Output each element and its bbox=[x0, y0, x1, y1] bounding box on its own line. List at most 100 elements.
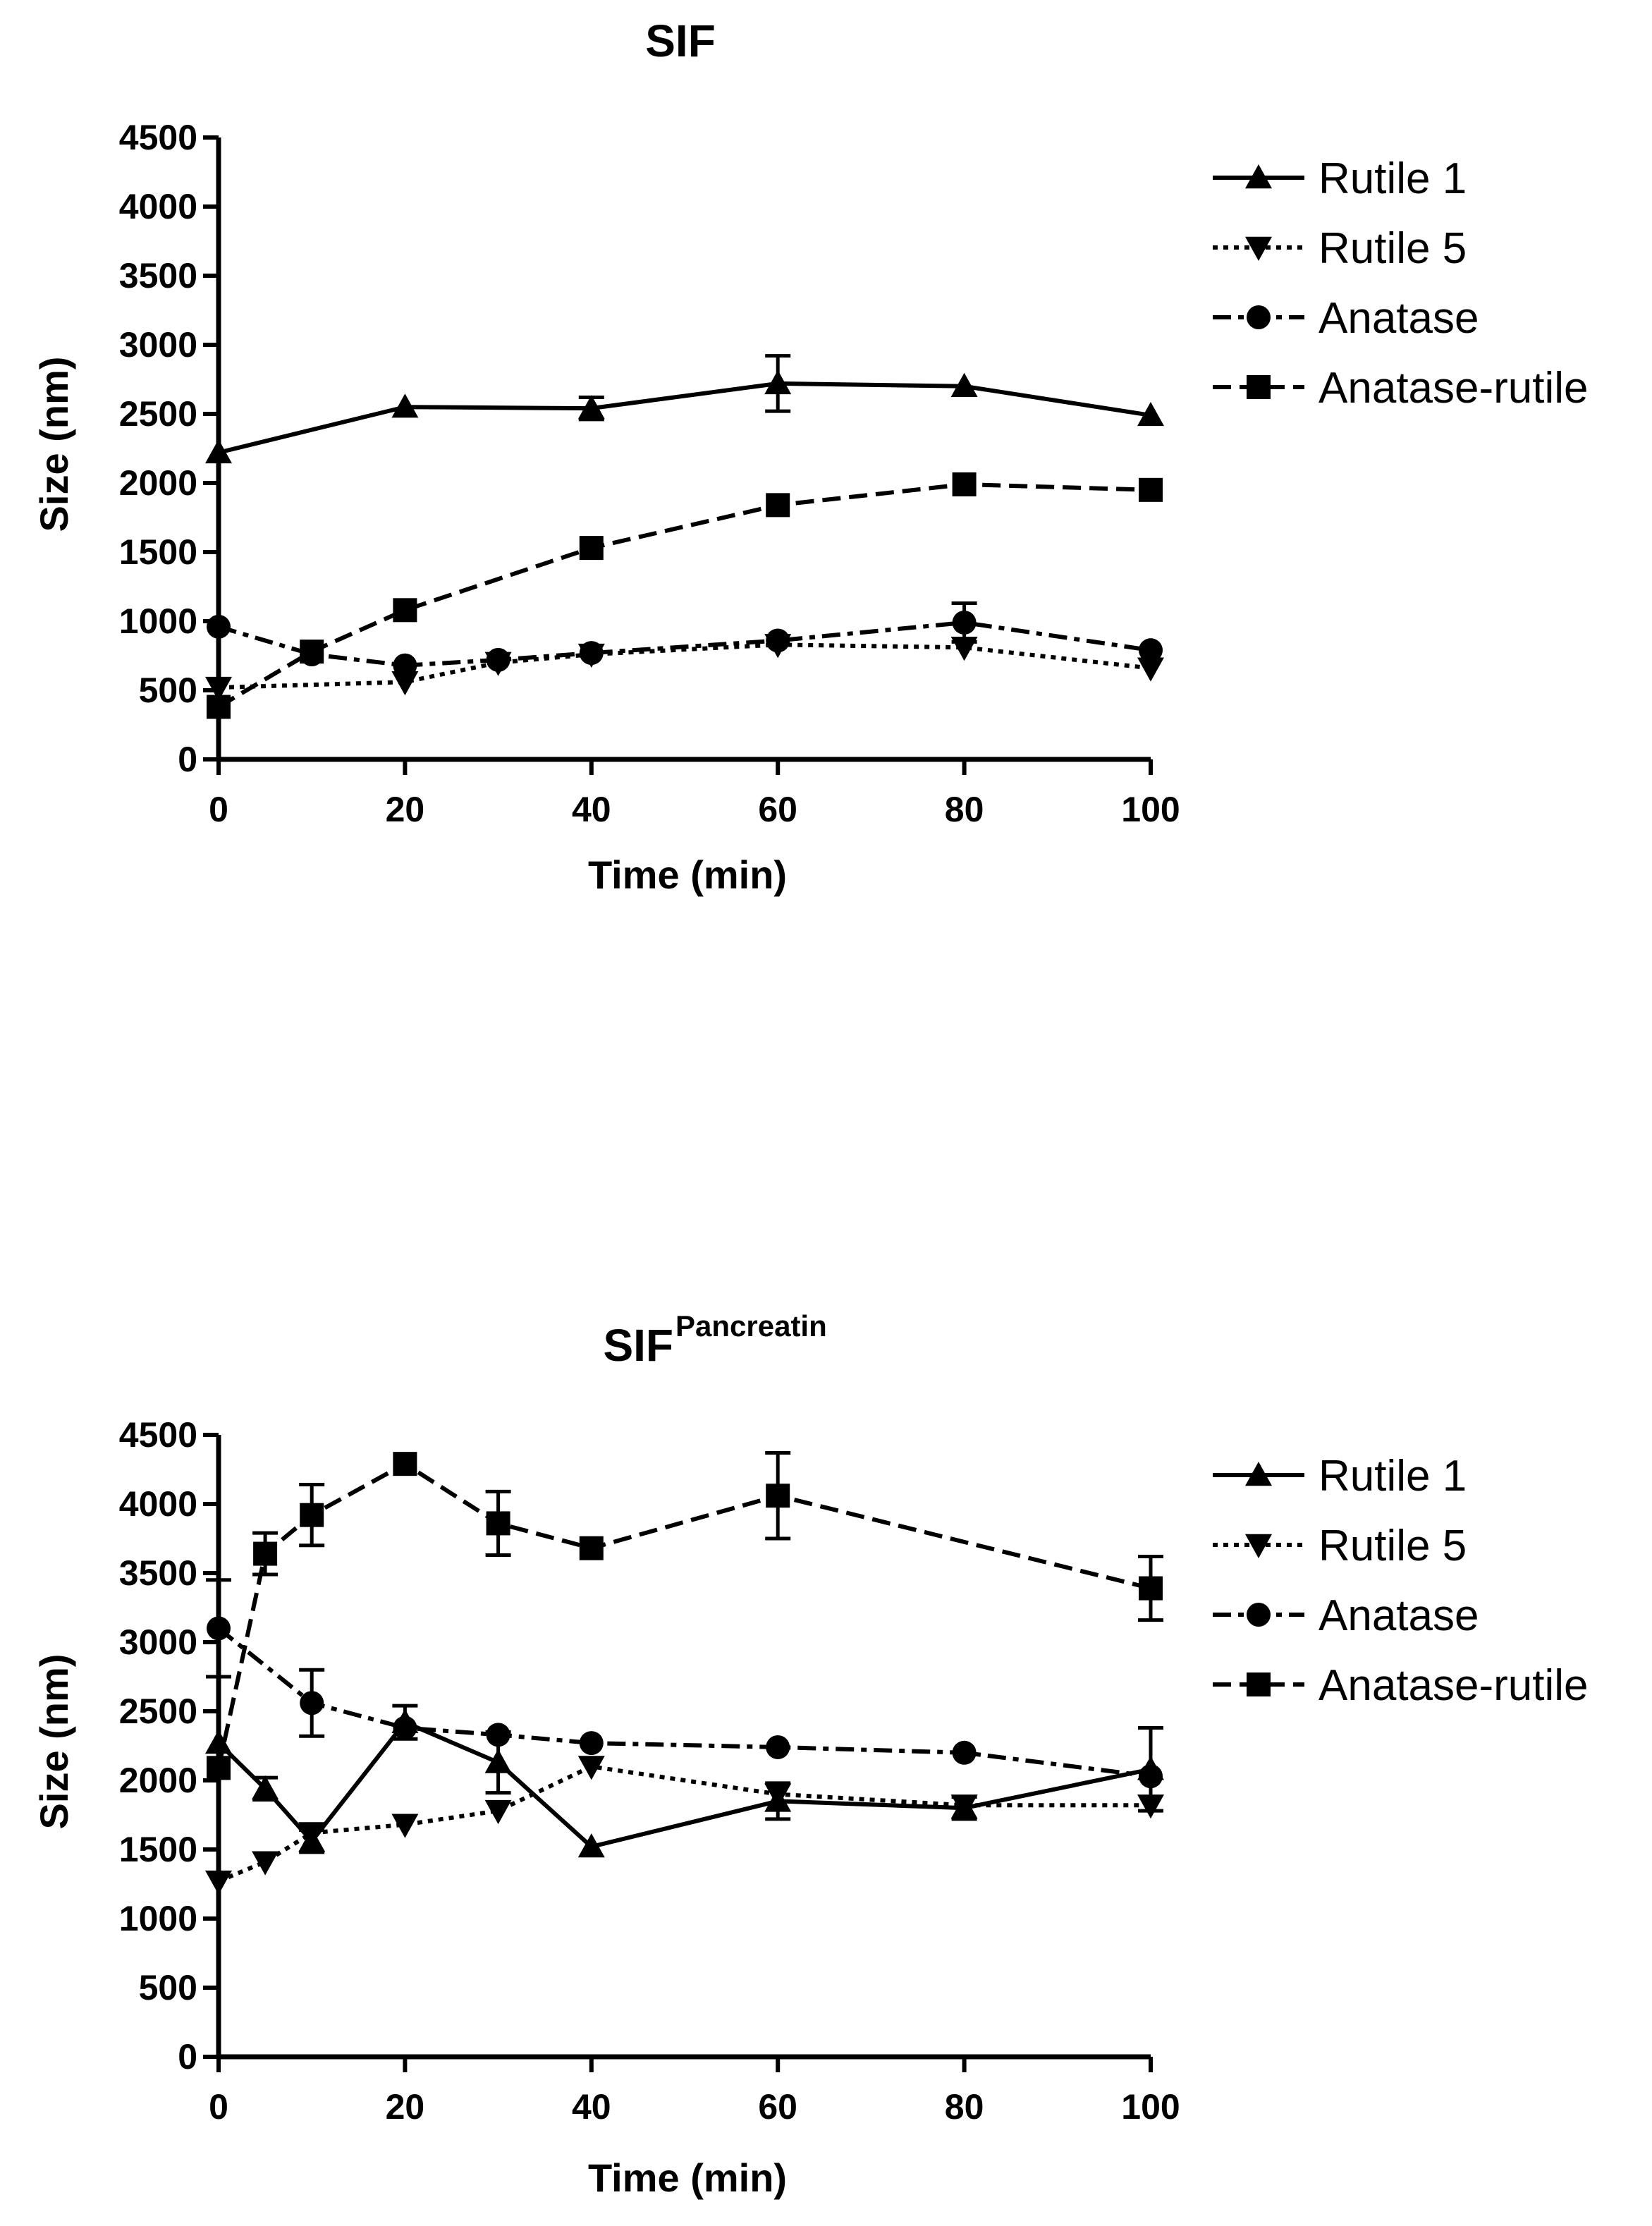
data-point bbox=[579, 1731, 604, 1756]
data-point bbox=[484, 1799, 512, 1825]
data-point bbox=[577, 1756, 605, 1780]
series-line bbox=[217, 1627, 1151, 1779]
legend-marker bbox=[1245, 236, 1272, 261]
x-axis-label: Time (min) bbox=[588, 2155, 787, 2200]
y-tick-label: 0 bbox=[178, 2037, 197, 2077]
y-axis-label: Size (nm) bbox=[32, 357, 76, 532]
data-point bbox=[1139, 1576, 1163, 1601]
chart-title: SIF bbox=[645, 16, 716, 66]
y-tick-label: 4000 bbox=[119, 187, 197, 226]
legend-marker bbox=[1247, 1603, 1271, 1627]
chart-panel-sif-pancreatin: SIF Pancreatin Time (min) Size (nm) 0 500… bbox=[32, 1309, 1589, 2200]
y-tick-label: 1500 bbox=[119, 532, 197, 572]
legend-item: Rutile 1 bbox=[1213, 1452, 1467, 1500]
data-point bbox=[1137, 401, 1164, 427]
data-point bbox=[298, 1822, 326, 1847]
series-anatase bbox=[207, 601, 1163, 678]
x-axis-label: Time (min) bbox=[588, 852, 787, 897]
y-tick-label: 4500 bbox=[119, 118, 197, 157]
data-point bbox=[205, 1730, 232, 1754]
x-tick-label: 100 bbox=[1121, 2087, 1180, 2127]
data-point bbox=[484, 1749, 512, 1773]
data-point bbox=[577, 395, 605, 420]
data-point bbox=[207, 614, 231, 639]
data-point bbox=[764, 369, 792, 395]
data-point bbox=[207, 1756, 231, 1780]
series-anatase-rutile bbox=[207, 1450, 1163, 1780]
data-point bbox=[952, 610, 977, 635]
data-point bbox=[300, 1503, 324, 1527]
data-point bbox=[300, 1691, 324, 1716]
legend-item: Anatase-rutile bbox=[1213, 364, 1589, 412]
y-tick-label: 2500 bbox=[119, 1692, 197, 1731]
y-tick-label: 1000 bbox=[119, 601, 197, 641]
data-point bbox=[579, 641, 604, 666]
series-line bbox=[217, 482, 1151, 709]
y-tick-label: 3500 bbox=[119, 256, 197, 295]
data-point bbox=[577, 1833, 605, 1858]
y-tick-label: 0 bbox=[178, 740, 197, 779]
series-rutile-1 bbox=[205, 354, 1164, 464]
data-point bbox=[1137, 657, 1164, 682]
series-anatase bbox=[206, 1578, 1163, 1789]
legend-label: Anatase-rutile bbox=[1318, 1661, 1589, 1710]
data-point bbox=[952, 472, 977, 496]
legend-item: Anatase-rutile bbox=[1213, 1661, 1589, 1710]
data-point bbox=[766, 628, 790, 653]
data-point bbox=[252, 1775, 279, 1799]
series-rutile-5 bbox=[205, 634, 1164, 702]
x-tick-label: 100 bbox=[1121, 790, 1180, 829]
legend-label: Anatase bbox=[1318, 294, 1479, 343]
series-anatase-rutile bbox=[207, 472, 1163, 719]
y-axis-label: Size (nm) bbox=[32, 1654, 76, 1830]
series-rutile-5 bbox=[205, 1756, 1164, 1895]
chart-title-main: SIF bbox=[603, 1320, 673, 1371]
legend-marker bbox=[1245, 1534, 1272, 1558]
x-tick-label: 20 bbox=[386, 790, 425, 829]
data-point bbox=[486, 1723, 510, 1747]
x-tick-label: 40 bbox=[572, 2087, 611, 2127]
legend-item: Rutile 5 bbox=[1213, 1522, 1467, 1570]
data-point bbox=[393, 1716, 417, 1740]
x-tick-label: 40 bbox=[572, 790, 611, 829]
data-point bbox=[1139, 477, 1163, 502]
data-point bbox=[1137, 1794, 1164, 1819]
y-tick-label: 3500 bbox=[119, 1553, 197, 1593]
y-tick-label: 2500 bbox=[119, 394, 197, 434]
data-point bbox=[393, 1452, 417, 1476]
data-point bbox=[253, 1541, 278, 1566]
chart-title: SIF bbox=[603, 1320, 673, 1371]
legend-item: Rutile 5 bbox=[1213, 224, 1467, 273]
legend-label: Rutile 1 bbox=[1318, 154, 1467, 203]
legend-marker bbox=[1245, 1462, 1272, 1486]
legend-label: Rutile 5 bbox=[1318, 1522, 1467, 1570]
x-tick-label: 20 bbox=[386, 2087, 425, 2127]
data-point bbox=[391, 671, 419, 696]
x-tick-label: 80 bbox=[945, 790, 984, 829]
data-point bbox=[766, 493, 790, 518]
data-point bbox=[393, 598, 417, 623]
legend-label: Anatase-rutile bbox=[1318, 364, 1589, 412]
x-tick-label: 80 bbox=[945, 2087, 984, 2127]
x-tick-label: 0 bbox=[209, 2087, 228, 2127]
data-point bbox=[207, 1616, 231, 1641]
data-point bbox=[391, 393, 419, 418]
data-point bbox=[391, 1814, 419, 1838]
data-point bbox=[1139, 638, 1163, 663]
series-line bbox=[218, 642, 1151, 690]
y-tick-label: 500 bbox=[139, 1968, 197, 2007]
legend-label: Anatase bbox=[1318, 1591, 1479, 1640]
y-tick-label: 2000 bbox=[119, 463, 197, 503]
chart-panel-sif: SIF Time (min) Size (nm) 0 500 1000 1500 200… bbox=[32, 16, 1589, 897]
y-tick-label: 500 bbox=[139, 671, 197, 710]
y-tick-label: 4000 bbox=[119, 1484, 197, 1524]
y-tick-label: 1500 bbox=[119, 1830, 197, 1869]
data-point bbox=[393, 653, 417, 678]
y-tick-label: 1000 bbox=[119, 1899, 197, 1938]
legend-item: Rutile 1 bbox=[1213, 154, 1467, 203]
legend-item: Anatase bbox=[1213, 1591, 1479, 1640]
series-line bbox=[218, 620, 1151, 668]
chart-title-superscript: Pancreatin bbox=[675, 1309, 827, 1343]
